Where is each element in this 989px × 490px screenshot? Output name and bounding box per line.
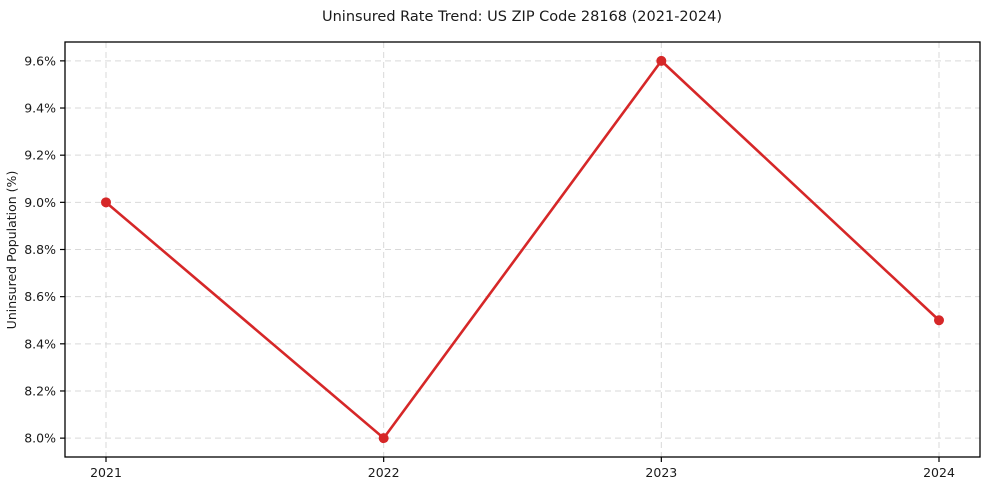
data-point: [934, 315, 944, 326]
y-tick-label: 9.6%: [24, 53, 56, 68]
data-layer: [101, 55, 944, 444]
y-tick-label: 8.0%: [24, 431, 56, 446]
data-point: [656, 55, 667, 66]
y-tick-label: 8.4%: [24, 336, 56, 351]
data-point: [101, 197, 111, 208]
axis-layer: 8.0% 8.2% 8.4% 8.6% 8.8% 9.0% 9.2% 9.4% 9.6% 2021…: [24, 41, 981, 480]
y-tick-label: 9.4%: [24, 101, 56, 116]
trend-line: [104, 59, 941, 440]
y-tick-label: 8.2%: [24, 383, 56, 398]
y-tick-label: 8.8%: [24, 242, 56, 257]
x-tick-label: 2023: [645, 465, 677, 480]
x-tick-label: 2021: [90, 465, 122, 480]
y-tick-label: 9.2%: [24, 148, 56, 163]
x-tick-label: 2022: [368, 465, 400, 480]
x-tick-label: 2024: [923, 465, 955, 480]
data-point: [378, 433, 389, 444]
y-tick-label: 8.6%: [24, 289, 56, 304]
y-axis-label: Uninsured Population (%): [4, 171, 19, 330]
y-tick-label: 9.0%: [24, 195, 56, 210]
chart-title: Uninsured Rate Trend: US ZIP Code 28168 …: [322, 9, 722, 25]
